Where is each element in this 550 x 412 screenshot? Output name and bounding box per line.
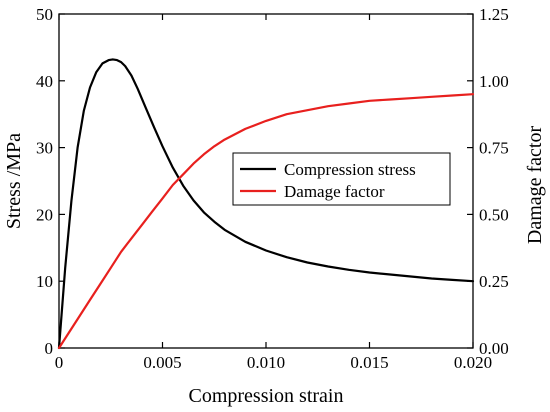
- legend-label-compression-stress: Compression stress: [284, 160, 416, 179]
- y-tick-label: 50: [36, 5, 53, 24]
- y2-axis-title: Damage factor: [524, 126, 546, 245]
- y-tick-label: 30: [36, 139, 53, 158]
- y-tick-label: 10: [36, 272, 53, 291]
- x-tick-label: 0.010: [247, 353, 285, 372]
- y-tick-label: 20: [36, 205, 53, 224]
- y2-tick-label: 1.00: [479, 72, 509, 91]
- y2-tick-label: 0.00: [479, 339, 509, 358]
- axis-ticks: 0 0.005 0.010 0.015 0.020 0 10 20 30 40 50 0.00 0.25…: [36, 5, 509, 372]
- legend-label-damage-factor: Damage factor: [284, 182, 385, 201]
- y2-tick-label: 0.50: [479, 205, 509, 224]
- x-tick-label: 0.020: [454, 353, 492, 372]
- x-tick-label: 0.015: [350, 353, 388, 372]
- y2-tick-label: 1.25: [479, 5, 509, 24]
- y2-tick-label: 0.25: [479, 272, 509, 291]
- series-line-damage-factor: [57, 93, 475, 350]
- series-layer: [57, 58, 475, 350]
- x-tick-label: 0: [55, 353, 64, 372]
- x-tick-label: 0.005: [143, 353, 181, 372]
- legend: Compression stress Damage factor: [232, 152, 451, 206]
- series-line-compression-stress: [57, 58, 475, 350]
- y-tick-label: 0: [45, 339, 54, 358]
- y-tick-label: 40: [36, 72, 53, 91]
- x-axis-title: Compression strain: [189, 385, 344, 407]
- y2-tick-label: 0.75: [479, 139, 509, 158]
- y-axis-title: Stress /MPa: [3, 133, 25, 229]
- legend-box: [232, 152, 451, 206]
